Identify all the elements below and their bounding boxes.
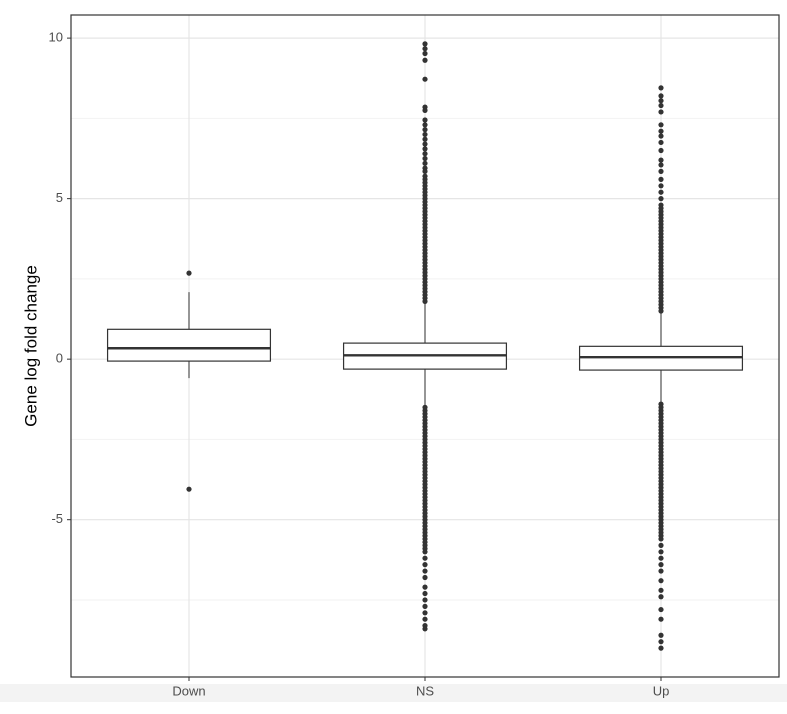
outlier: [422, 151, 428, 157]
outlier: [658, 536, 664, 542]
outlier: [658, 168, 664, 174]
outlier: [422, 603, 428, 609]
y-tick-label: -5: [51, 511, 63, 526]
outlier: [422, 136, 428, 142]
outlier: [422, 574, 428, 581]
outlier: [422, 46, 428, 52]
outlier: [658, 183, 664, 189]
outlier: [658, 568, 664, 574]
x-tick-label: Up: [653, 683, 670, 698]
outlier: [422, 41, 428, 47]
outlier: [658, 147, 664, 154]
outlier: [658, 133, 664, 139]
outlier: [422, 76, 428, 82]
outlier: [658, 102, 664, 109]
x-tick-label: Down: [172, 683, 205, 698]
outlier: [422, 141, 428, 147]
outlier: [658, 128, 664, 134]
y-axis-label: Gene log fold change: [21, 265, 40, 427]
outlier: [658, 93, 664, 99]
y-tick-label: 0: [56, 351, 63, 366]
outlier: [422, 127, 428, 133]
outlier: [658, 98, 664, 104]
outlier: [422, 298, 428, 304]
outlier: [658, 632, 664, 638]
outlier: [422, 555, 428, 561]
outlier: [658, 162, 664, 168]
outlier: [422, 549, 428, 555]
outlier: [186, 486, 192, 492]
outlier: [422, 122, 428, 128]
outlier: [658, 587, 664, 593]
outlier: [422, 160, 428, 166]
outlier: [658, 542, 664, 548]
footer-strip: [0, 684, 787, 702]
outlier: [658, 122, 664, 128]
outlier: [422, 590, 428, 597]
outlier: [658, 645, 664, 651]
box: [106, 328, 272, 362]
outlier: [422, 597, 428, 603]
outlier: [658, 594, 664, 600]
outlier: [658, 189, 664, 195]
outlier: [658, 549, 664, 555]
outlier: [422, 131, 428, 138]
outlier: [658, 196, 664, 202]
outlier: [658, 85, 664, 91]
x-tick-label: NS: [416, 683, 434, 698]
y-tick-label: 5: [56, 190, 63, 205]
outlier: [658, 616, 664, 622]
outlier: [186, 270, 192, 276]
outlier: [422, 50, 428, 57]
outlier: [422, 107, 428, 113]
outlier: [422, 626, 428, 632]
outlier: [658, 555, 664, 561]
outlier: [658, 176, 664, 182]
outlier: [658, 109, 664, 115]
outlier: [658, 157, 664, 163]
outlier: [422, 117, 428, 123]
outlier: [422, 155, 428, 162]
outlier: [422, 568, 428, 574]
outlier: [658, 578, 664, 584]
outlier: [422, 610, 428, 616]
outlier: [658, 639, 664, 645]
outlier: [658, 606, 664, 613]
outlier: [422, 168, 428, 174]
outlier: [658, 562, 664, 568]
outlier: [422, 584, 428, 590]
outlier: [658, 308, 664, 314]
marks: [106, 41, 744, 651]
outlier: [422, 616, 428, 622]
outlier: [658, 139, 664, 146]
outlier: [422, 146, 428, 152]
outlier: [422, 562, 428, 568]
y-tick-label: 10: [49, 30, 63, 45]
outlier: [422, 57, 428, 63]
